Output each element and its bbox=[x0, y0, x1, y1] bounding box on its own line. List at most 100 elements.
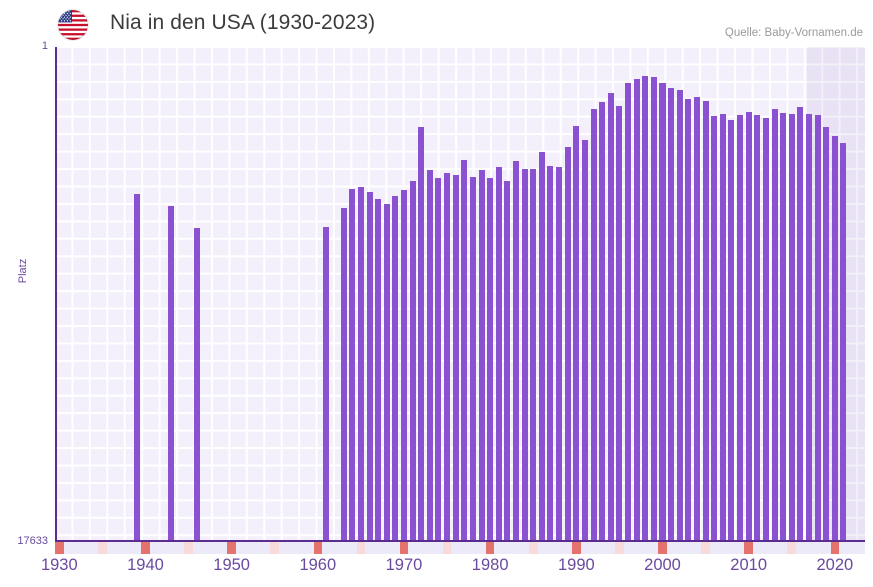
x-tick-minor bbox=[304, 542, 314, 554]
x-tick-minor bbox=[770, 542, 779, 554]
x-tick-minor bbox=[279, 542, 288, 554]
x-tick-minor bbox=[856, 542, 865, 554]
bar bbox=[728, 119, 735, 540]
x-tick-minor bbox=[210, 542, 219, 554]
x-tick-minor bbox=[123, 542, 133, 554]
x-tick-minor bbox=[416, 542, 426, 554]
bar bbox=[771, 108, 778, 540]
bar bbox=[693, 97, 700, 540]
bar bbox=[840, 142, 847, 540]
x-tick-half-decade bbox=[701, 542, 710, 554]
y-axis-bottom-label: 17633 bbox=[17, 535, 48, 547]
x-tick-minor bbox=[813, 542, 822, 554]
bar bbox=[366, 191, 373, 540]
bar bbox=[685, 98, 692, 540]
x-axis-label: 1970 bbox=[385, 556, 423, 574]
x-tick-minor bbox=[640, 542, 650, 554]
bar bbox=[530, 168, 537, 540]
plot-area bbox=[55, 47, 865, 542]
x-tick-minor bbox=[839, 542, 848, 554]
us-flag-icon bbox=[58, 10, 88, 40]
x-tick-half-decade bbox=[356, 542, 366, 554]
x-axis-label: 1980 bbox=[471, 556, 509, 574]
bar bbox=[788, 113, 795, 540]
x-tick-minor bbox=[451, 542, 460, 554]
bar bbox=[719, 114, 726, 540]
bar bbox=[607, 92, 614, 540]
x-tick-minor bbox=[580, 542, 590, 554]
bar bbox=[444, 173, 451, 540]
x-tick-half-decade bbox=[270, 542, 280, 554]
x-tick-minor bbox=[80, 542, 90, 554]
x-tick-decade bbox=[572, 542, 581, 554]
x-tick-minor bbox=[339, 542, 348, 554]
x-tick-minor bbox=[175, 542, 185, 554]
x-tick-minor bbox=[847, 542, 857, 554]
bar bbox=[633, 78, 640, 540]
x-tick-minor bbox=[589, 542, 598, 554]
bar bbox=[538, 152, 545, 540]
x-tick-minor bbox=[468, 542, 478, 554]
x-tick-half-decade bbox=[98, 542, 107, 554]
x-tick-minor bbox=[347, 542, 357, 554]
bar bbox=[702, 100, 709, 540]
bar bbox=[831, 136, 838, 540]
x-tick-minor bbox=[261, 542, 271, 554]
x-tick-minor bbox=[563, 542, 572, 554]
bar bbox=[375, 198, 382, 540]
x-tick-minor bbox=[253, 542, 262, 554]
x-tick-decade bbox=[399, 542, 409, 554]
bar bbox=[814, 114, 821, 540]
bar bbox=[599, 101, 606, 540]
x-tick-minor bbox=[675, 542, 685, 554]
bar-series bbox=[55, 47, 865, 540]
x-axis-label: 2000 bbox=[644, 556, 681, 574]
bar bbox=[418, 126, 425, 540]
bar bbox=[133, 193, 140, 540]
bar bbox=[323, 227, 330, 540]
bar bbox=[392, 195, 399, 540]
bar bbox=[745, 112, 752, 540]
x-tick-minor bbox=[684, 542, 693, 554]
bar bbox=[469, 176, 476, 540]
x-tick-minor bbox=[106, 542, 116, 554]
x-tick-minor bbox=[546, 542, 555, 554]
bar bbox=[762, 117, 769, 540]
x-tick-minor bbox=[537, 542, 547, 554]
bar bbox=[340, 207, 347, 540]
x-tick-minor bbox=[149, 542, 159, 554]
x-tick-minor bbox=[434, 542, 443, 554]
x-tick-half-decade bbox=[787, 542, 797, 554]
x-tick-minor bbox=[597, 542, 607, 554]
x-tick-minor bbox=[115, 542, 124, 554]
x-axis-label: 1960 bbox=[299, 556, 337, 574]
x-tick-minor bbox=[718, 542, 728, 554]
bar bbox=[495, 167, 502, 540]
bar bbox=[194, 228, 201, 540]
x-tick-minor bbox=[460, 542, 469, 554]
page-title: Nia in den USA (1930-2023) bbox=[110, 11, 376, 34]
bar bbox=[642, 76, 649, 540]
x-axis-label: 1940 bbox=[127, 556, 164, 574]
x-axis-label: 1930 bbox=[40, 556, 78, 574]
bar bbox=[426, 170, 433, 540]
bar bbox=[797, 107, 804, 540]
bar bbox=[383, 203, 390, 540]
x-tick-minor bbox=[494, 542, 504, 554]
bar bbox=[823, 127, 830, 540]
x-tick-minor bbox=[158, 542, 167, 554]
x-tick-minor bbox=[804, 542, 814, 554]
bar bbox=[737, 114, 744, 540]
x-tick-minor bbox=[201, 542, 211, 554]
bar bbox=[590, 109, 597, 540]
x-tick-minor bbox=[287, 542, 297, 554]
bar bbox=[521, 169, 528, 540]
bar bbox=[357, 186, 364, 540]
x-tick-minor bbox=[365, 542, 374, 554]
x-tick-decade bbox=[313, 542, 323, 554]
x-tick-decade bbox=[744, 542, 753, 554]
bar bbox=[556, 166, 563, 540]
x-axis-ticks bbox=[55, 542, 865, 554]
bar bbox=[168, 205, 175, 540]
bar bbox=[616, 105, 623, 540]
